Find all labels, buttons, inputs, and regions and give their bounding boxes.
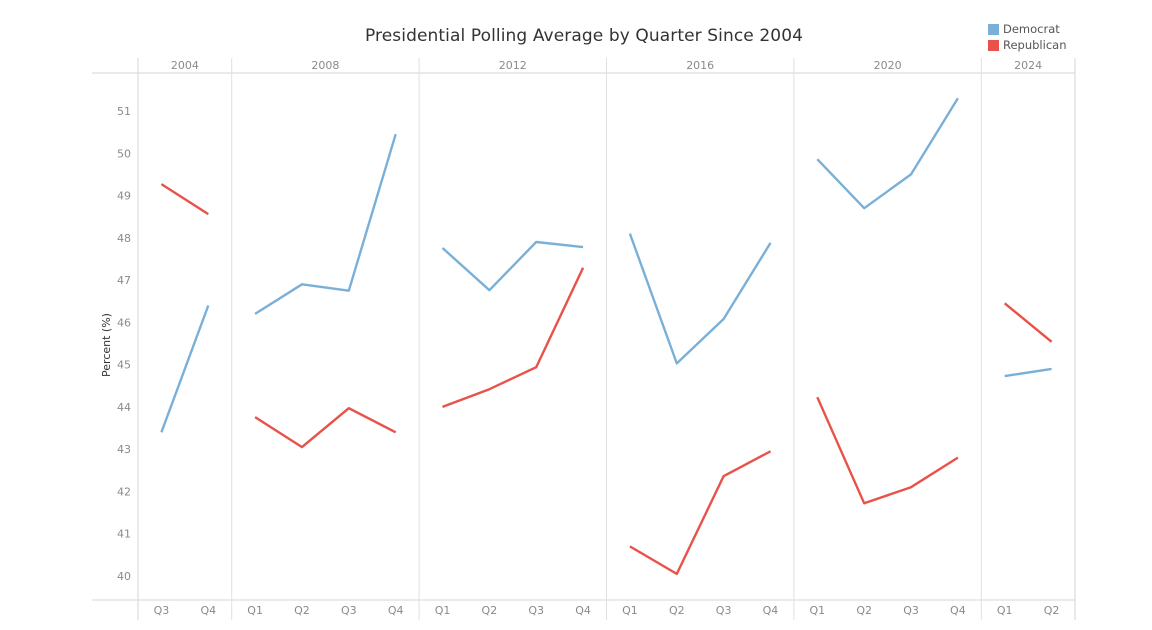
y-tick-label: 49 (117, 190, 131, 203)
x-axis-ticks: Q3 Q4 Q1 Q2 Q3 Q4 Q1 Q2 Q3 Q4 Q1 Q2 Q3 Q4 Q1 Q2 Q3 Q4 Q1 Q2 (154, 604, 1060, 617)
y-tick-label: 42 (117, 485, 131, 498)
y-tick-label: 41 (117, 528, 131, 541)
year-panel-labels: 2004 2008 2012 2016 2020 2024 (171, 59, 1042, 72)
y-tick-label: 50 (117, 147, 131, 160)
year-label: 2020 (874, 59, 902, 72)
quarter-tick-label: Q4 (200, 604, 216, 617)
quarter-tick-label: Q3 (903, 604, 919, 617)
legend-item-democrat[interactable]: Democrat (988, 21, 1067, 37)
y-tick-label: 48 (117, 232, 131, 245)
chart-title: Presidential Polling Average by Quarter … (364, 26, 804, 46)
series-line-republican-2016 (629, 450, 772, 576)
quarter-tick-label: Q1 (997, 604, 1013, 617)
y-tick-label: 47 (117, 274, 131, 287)
legend-swatch-republican (988, 39, 999, 51)
series-line-republican-2020 (816, 396, 959, 505)
legend-label-democrat: Democrat (1003, 22, 1060, 36)
quarter-tick-label: Q1 (435, 604, 451, 617)
legend-item-republican[interactable]: Republican (988, 37, 1067, 53)
legend: Democrat Republican (988, 21, 1067, 53)
y-tick-label: 45 (117, 359, 131, 372)
quarter-tick-label: Q2 (294, 604, 310, 617)
series-line-democrat-2004 (160, 305, 210, 433)
series-line-democrat-2008 (254, 133, 397, 315)
series-line-republican-2004 (160, 183, 209, 216)
year-label: 2012 (499, 59, 527, 72)
quarter-tick-label: Q1 (622, 604, 638, 617)
quarter-tick-label: Q2 (856, 604, 872, 617)
quarter-tick-label: Q4 (763, 604, 779, 617)
year-label: 2004 (171, 59, 199, 72)
series-line-democrat-2016 (628, 233, 772, 365)
quarter-tick-label: Q2 (1044, 604, 1060, 617)
quarter-tick-label: Q3 (528, 604, 544, 617)
series-lines (160, 97, 1053, 576)
series-line-republican-2024 (1003, 302, 1053, 343)
y-tick-label: 46 (117, 316, 131, 329)
quarter-tick-label: Q3 (154, 604, 170, 617)
series-line-democrat-2024 (1004, 367, 1052, 378)
quarter-tick-label: Q4 (388, 604, 404, 617)
quarter-tick-label: Q2 (669, 604, 685, 617)
y-tick-label: 44 (117, 401, 131, 414)
series-line-democrat-2020 (816, 97, 959, 210)
quarter-tick-label: Q1 (247, 604, 263, 617)
year-label: 2016 (686, 59, 714, 72)
y-tick-label: 43 (117, 443, 131, 456)
series-line-democrat-2012 (441, 240, 584, 292)
y-tick-label: 51 (117, 105, 131, 118)
y-axis-label: Percent (%) (100, 313, 113, 377)
quarter-tick-label: Q4 (575, 604, 591, 617)
plot-frame (92, 58, 1076, 620)
y-tick-label: 40 (117, 570, 131, 583)
series-line-republican-2008 (254, 407, 397, 449)
legend-swatch-democrat (988, 23, 999, 35)
series-line-republican-2012 (442, 267, 585, 409)
quarter-tick-label: Q3 (341, 604, 357, 617)
quarter-tick-label: Q1 (809, 604, 825, 617)
year-label: 2008 (311, 59, 339, 72)
year-label: 2024 (1014, 59, 1042, 72)
y-axis-ticks: 40 41 42 43 44 45 46 47 48 49 50 51 (117, 105, 131, 583)
quarter-tick-label: Q4 (950, 604, 966, 617)
legend-label-republican: Republican (1003, 38, 1067, 52)
quarter-tick-label: Q3 (716, 604, 732, 617)
quarter-tick-label: Q2 (482, 604, 498, 617)
